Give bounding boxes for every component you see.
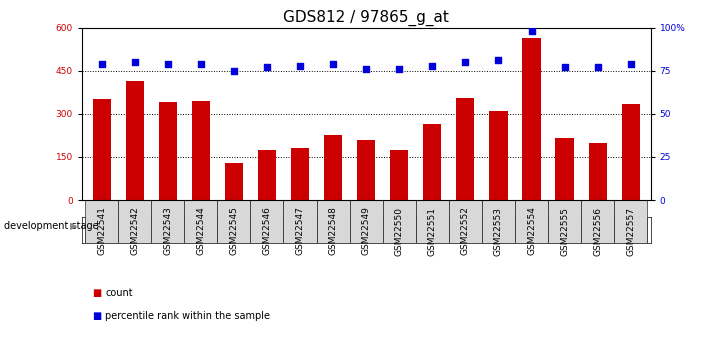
Point (129, 59, 140, 65)
Text: GSM22549: GSM22549 (362, 207, 370, 255)
Point (294, 63, 306, 68)
FancyBboxPatch shape (184, 200, 218, 243)
Bar (456, 98, 474, 200)
Bar (621, 104, 640, 200)
Bar (324, 135, 342, 200)
FancyBboxPatch shape (118, 200, 151, 243)
Point (360, 66, 372, 72)
FancyBboxPatch shape (548, 218, 647, 243)
Text: percentile rank within the sample: percentile rank within the sample (105, 311, 270, 321)
Point (427, 63, 438, 68)
Point (460, 59, 471, 65)
FancyBboxPatch shape (515, 200, 548, 243)
Text: GSM22543: GSM22543 (164, 207, 172, 255)
Text: GSM22552: GSM22552 (461, 207, 470, 255)
FancyBboxPatch shape (85, 218, 218, 243)
Point (162, 61, 173, 67)
FancyBboxPatch shape (482, 200, 515, 243)
FancyBboxPatch shape (614, 200, 647, 243)
Bar (357, 140, 375, 200)
Text: ■: ■ (92, 288, 102, 298)
Text: ▶: ▶ (70, 221, 77, 231)
Point (625, 61, 636, 67)
Text: GSM22553: GSM22553 (494, 207, 503, 256)
Point (195, 61, 206, 67)
Text: GSM22545: GSM22545 (230, 207, 238, 255)
Bar (192, 101, 210, 200)
Bar (423, 124, 442, 200)
Point (493, 58, 504, 63)
Bar (589, 142, 606, 200)
Text: GSM22550: GSM22550 (395, 207, 404, 256)
Bar (225, 163, 243, 200)
FancyBboxPatch shape (416, 200, 449, 243)
Bar (92, 99, 111, 200)
FancyBboxPatch shape (548, 200, 581, 243)
Point (261, 65, 272, 70)
FancyBboxPatch shape (151, 200, 184, 243)
FancyBboxPatch shape (85, 200, 118, 243)
FancyBboxPatch shape (284, 200, 316, 243)
Point (96, 61, 107, 67)
Text: 1-cell: 1-cell (252, 225, 282, 235)
Bar (159, 102, 177, 200)
FancyBboxPatch shape (416, 218, 548, 243)
Text: ■: ■ (92, 311, 102, 321)
FancyBboxPatch shape (218, 200, 250, 243)
Text: GSM22554: GSM22554 (527, 207, 536, 255)
Text: blastocyst: blastocyst (571, 225, 624, 235)
Text: development stage: development stage (4, 221, 98, 231)
Bar (489, 111, 508, 200)
Text: GSM22542: GSM22542 (130, 207, 139, 255)
Bar (291, 148, 309, 200)
Text: GSM22541: GSM22541 (97, 207, 106, 255)
Bar (258, 150, 276, 200)
Text: GSM22548: GSM22548 (328, 207, 338, 255)
FancyBboxPatch shape (316, 200, 350, 243)
Bar (555, 138, 574, 200)
Bar (390, 150, 408, 200)
Text: GSM22551: GSM22551 (428, 207, 437, 256)
Text: oocyte: oocyte (134, 225, 169, 235)
FancyBboxPatch shape (218, 218, 316, 243)
Text: count: count (105, 288, 133, 298)
FancyBboxPatch shape (350, 200, 383, 243)
FancyBboxPatch shape (316, 218, 416, 243)
FancyBboxPatch shape (449, 200, 482, 243)
FancyBboxPatch shape (581, 200, 614, 243)
Point (394, 66, 405, 72)
FancyBboxPatch shape (383, 200, 416, 243)
Title: GDS812 / 97865_g_at: GDS812 / 97865_g_at (283, 10, 449, 26)
Bar (523, 38, 540, 200)
FancyBboxPatch shape (250, 200, 284, 243)
Point (592, 65, 604, 70)
Text: 2-cell: 2-cell (352, 225, 380, 235)
Bar (126, 81, 144, 200)
Point (327, 61, 338, 67)
Text: GSM22546: GSM22546 (262, 207, 272, 255)
Text: 8-cell: 8-cell (468, 225, 496, 235)
Text: GSM22555: GSM22555 (560, 207, 569, 256)
Text: GSM22544: GSM22544 (196, 207, 205, 255)
Text: GSM22556: GSM22556 (593, 207, 602, 256)
Point (559, 65, 570, 70)
Point (526, 28, 538, 34)
Point (228, 68, 240, 73)
Text: GSM22547: GSM22547 (296, 207, 304, 255)
Text: GSM22557: GSM22557 (626, 207, 635, 256)
